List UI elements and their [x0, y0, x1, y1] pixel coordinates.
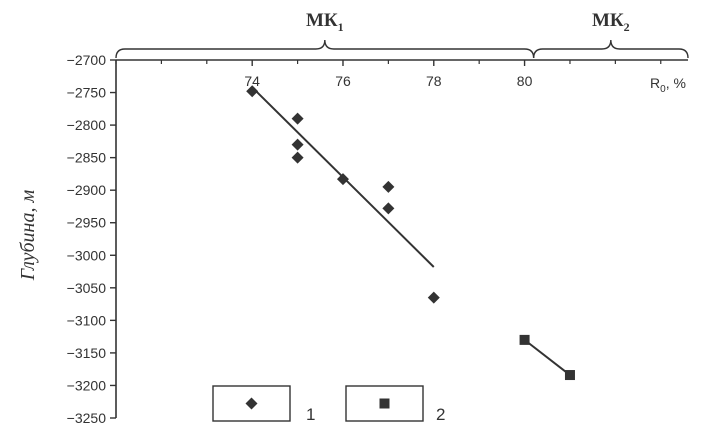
diamond-point — [336, 173, 349, 186]
x-tick-label: 74 — [244, 73, 260, 89]
zone-label: МК1 — [306, 10, 344, 34]
axes: −2700 −2750 −2800 −2850 −2900 −2950 −3000 −3050… — [17, 52, 688, 426]
legend-square-icon — [379, 398, 390, 409]
y-tick-label: −3050 — [67, 280, 107, 296]
y-tick-label: −3000 — [67, 247, 107, 263]
x-tick-label: 80 — [517, 73, 533, 89]
y-tick-label: −2750 — [67, 85, 107, 101]
zone-brace — [532, 39, 689, 59]
diamond-point — [291, 151, 304, 164]
zone-brace — [115, 39, 535, 59]
y-tick-label: −3100 — [67, 312, 107, 328]
diamond-point — [246, 85, 259, 98]
y-tick-label: −3150 — [67, 345, 107, 361]
y-tick-label: −2850 — [67, 150, 107, 166]
y-axis-title: Глубина, м — [17, 190, 39, 282]
y-tick-label: −2800 — [67, 117, 107, 133]
data-points — [246, 85, 575, 381]
legend-label: 1 — [306, 405, 315, 424]
diamond-point — [291, 138, 304, 151]
diamond-point — [291, 112, 304, 125]
y-tick-label: −2950 — [67, 215, 107, 231]
zone-label: МК2 — [592, 10, 630, 34]
y-tick-label: −3200 — [67, 377, 107, 393]
legend-diamond-icon — [245, 397, 258, 410]
square-point — [519, 334, 530, 345]
zone-braces: МК1 МК2 — [115, 10, 689, 59]
square-point — [564, 370, 575, 381]
trend-lines — [251, 86, 571, 376]
diamond-point — [382, 180, 395, 193]
diamond-point — [427, 291, 440, 304]
trend-line — [523, 339, 571, 376]
x-axis-label: R0, % — [650, 75, 686, 95]
legend-label: 2 — [436, 405, 445, 424]
y-tick-label: −3250 — [67, 410, 107, 426]
y-tick-label: −2700 — [67, 52, 107, 68]
diamond-point — [382, 202, 395, 215]
x-tick-label: 78 — [426, 73, 442, 89]
x-tick-label: 76 — [335, 73, 351, 89]
y-tick-label: −2900 — [67, 182, 107, 198]
